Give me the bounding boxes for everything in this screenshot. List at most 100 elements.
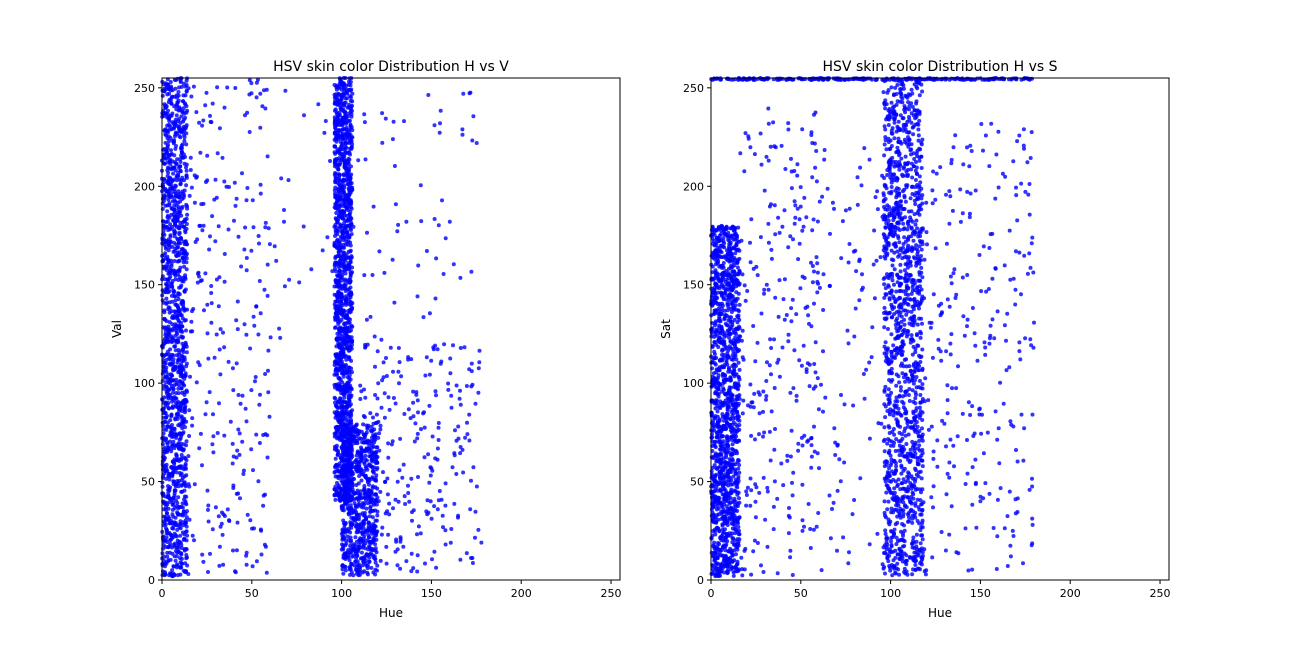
scatter-point (431, 345, 435, 349)
scatter-point (248, 347, 252, 351)
scatter-point (712, 425, 716, 429)
scatter-point (175, 562, 179, 566)
scatter-point (171, 360, 175, 364)
scatter-point (169, 194, 173, 198)
scatter-point (351, 554, 355, 558)
scatter-point (168, 521, 172, 525)
scatter-point (350, 324, 354, 328)
chart-panel-hv: HSV skin color Distribution H vs V 0 50 10… (110, 59, 622, 620)
scatter-point (254, 304, 258, 308)
scatter-point (181, 422, 185, 426)
scatter-point (209, 120, 213, 124)
scatter-point (338, 337, 342, 341)
scatter-point (178, 129, 182, 133)
scatter-point (368, 464, 372, 468)
scatter-point (334, 255, 338, 259)
scatter-point (419, 427, 423, 431)
scatter-point (421, 411, 425, 415)
scatter-point (266, 369, 270, 373)
scatter-point (245, 198, 249, 202)
scatter-point (336, 451, 340, 455)
scatter-point (396, 563, 400, 567)
scatter-point (178, 370, 182, 374)
scatter-point (177, 505, 181, 509)
scatter-point (370, 436, 374, 440)
scatter-point (333, 326, 337, 330)
scatter-point (347, 193, 351, 197)
scatter-point (343, 551, 347, 555)
scatter-point (395, 229, 399, 233)
scatter-point (374, 546, 378, 550)
scatter-point (162, 559, 166, 563)
scatter-point (353, 535, 357, 539)
scatter-point (164, 297, 168, 301)
scatter-point (369, 498, 373, 502)
scatter-point (172, 250, 176, 254)
scatter-point (180, 299, 184, 303)
scatter-point (337, 327, 341, 331)
scatter-point (245, 256, 249, 260)
scatter-point (202, 202, 206, 206)
scatter-point (165, 268, 169, 272)
scatter-point (387, 512, 391, 516)
scatter-point (354, 441, 358, 445)
scatter-point (177, 353, 181, 357)
scatter-point (236, 327, 240, 331)
scatter-point (416, 410, 420, 414)
scatter-point (375, 513, 379, 517)
scatter-point (335, 261, 339, 265)
scatter-point (339, 307, 343, 311)
scatter-point (448, 357, 452, 361)
scatter-point (456, 516, 460, 520)
scatter-point (399, 374, 403, 378)
scatter-point (451, 343, 455, 347)
scatter-point (269, 335, 273, 339)
scatter-point (444, 481, 448, 485)
x-tick-label: 200 (511, 587, 532, 600)
scatter-point (200, 228, 204, 232)
scatter-point (164, 256, 168, 260)
scatter-point (162, 428, 166, 432)
scatter-point (346, 423, 350, 427)
scatter-point (449, 541, 453, 545)
scatter-point (366, 441, 370, 445)
scatter-point (340, 497, 344, 501)
scatter-point (373, 454, 377, 458)
scatter-point (372, 470, 376, 474)
scatter-point (475, 141, 479, 145)
scatter-point (173, 95, 177, 99)
scatter-point (161, 485, 165, 489)
scatter-point (221, 156, 225, 160)
scatter-point (475, 485, 479, 489)
scatter-point (185, 204, 189, 208)
scatter-point (333, 396, 337, 400)
scatter-point (346, 160, 350, 164)
scatter-point (174, 391, 178, 395)
scatter-point (178, 438, 182, 442)
scatter-point (163, 420, 167, 424)
scatter-point (363, 462, 367, 466)
scatter-point (373, 554, 377, 558)
scatter-point (347, 497, 351, 501)
scatter-point (256, 479, 260, 483)
scatter-point (340, 400, 344, 404)
scatter-point (166, 272, 170, 276)
scatter-point (384, 117, 388, 121)
scatter-point (252, 526, 256, 530)
scatter-point (168, 362, 172, 366)
scatter-point (402, 412, 406, 416)
scatter-point (167, 100, 171, 104)
scatter-point (261, 433, 265, 437)
scatter-point (268, 415, 272, 419)
scatter-point (189, 320, 193, 324)
scatter-point (452, 502, 456, 506)
scatter-point (460, 127, 464, 131)
scatter-point (429, 474, 433, 478)
scatter-point (190, 309, 194, 313)
scatter-point (465, 384, 469, 388)
scatter-point (213, 356, 217, 360)
scatter-point (380, 533, 384, 537)
scatter-point (347, 461, 351, 465)
scatter-point (726, 323, 730, 327)
scatter-point (474, 510, 478, 514)
